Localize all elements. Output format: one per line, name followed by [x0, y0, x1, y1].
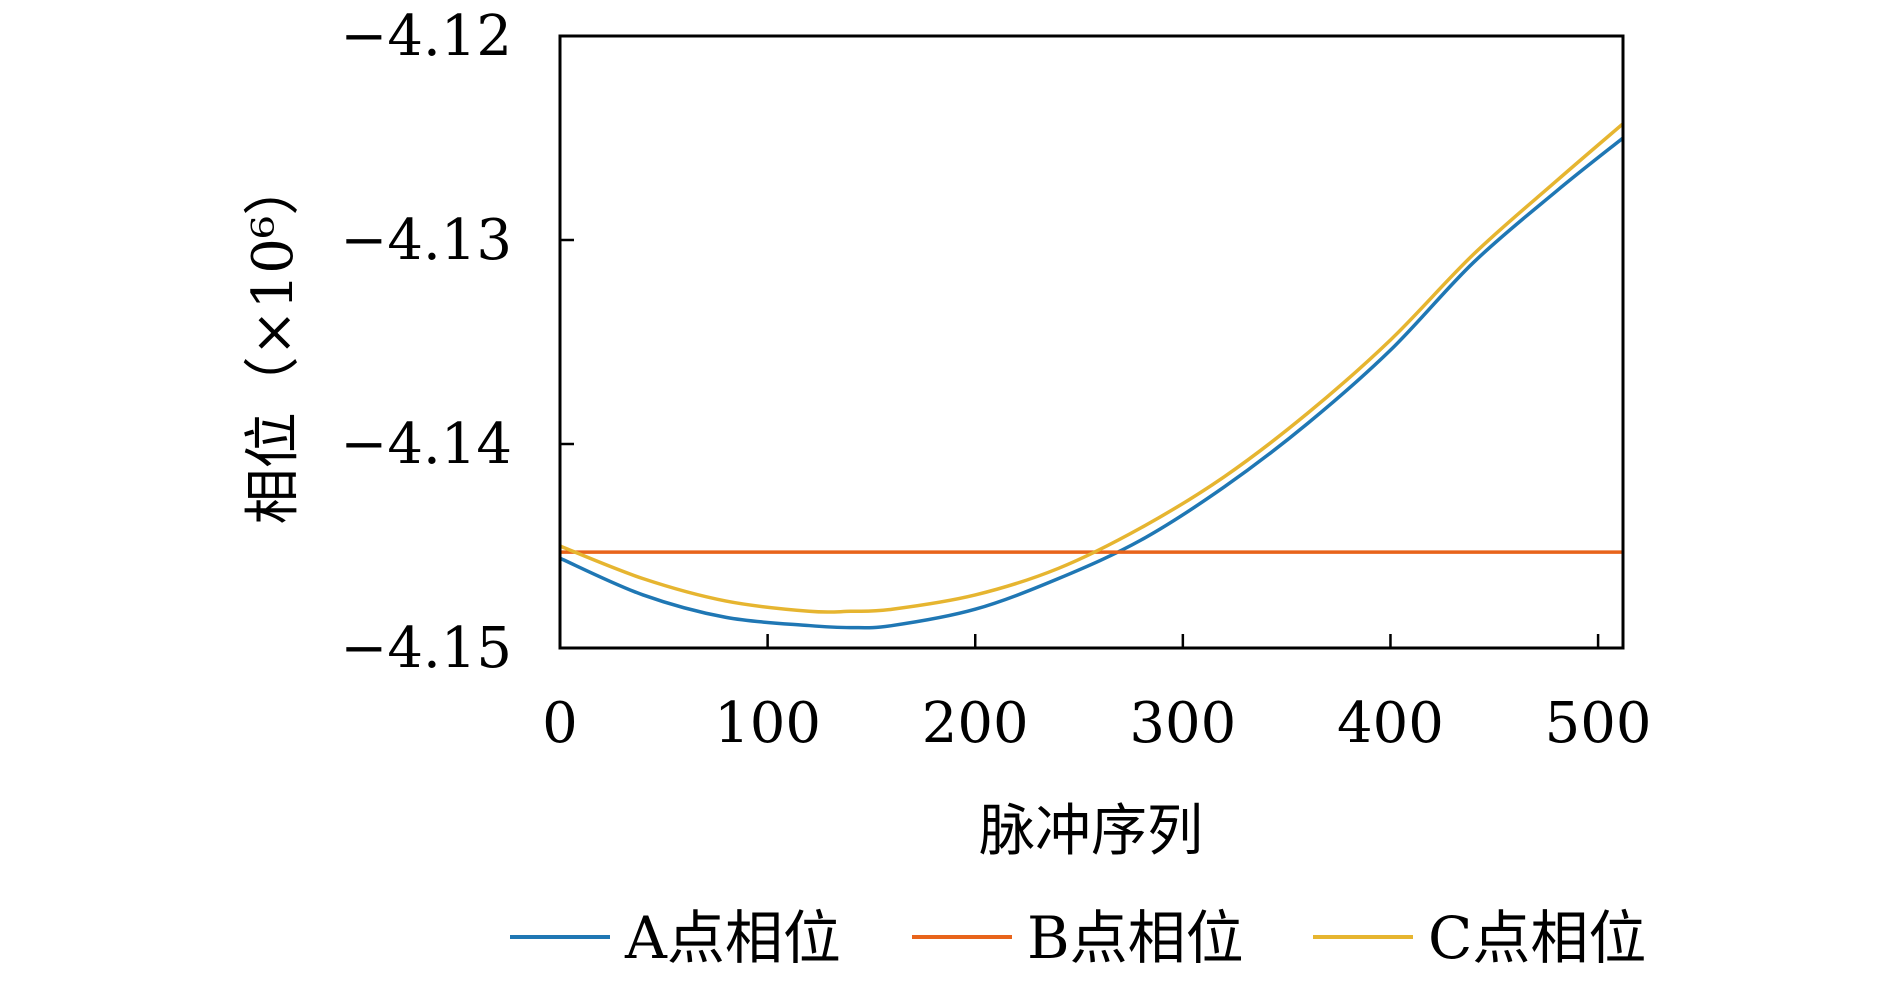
legend-label-1: B点相位: [1027, 904, 1244, 972]
y-tick-label: −4.12: [340, 4, 512, 69]
legend: A点相位 B点相位 C点相位: [510, 904, 1646, 972]
x-tick-label: 0: [542, 691, 578, 756]
y-tick-label: −4.13: [340, 208, 512, 273]
x-axis-title: 脉冲序列: [979, 799, 1203, 864]
x-tick-label: 200: [922, 691, 1029, 756]
y-tick-label: −4.15: [340, 616, 512, 681]
y-axis-title: 相位（×10⁶）: [241, 160, 306, 525]
legend-label-2: C点相位: [1428, 904, 1646, 972]
x-tick-label: 300: [1129, 691, 1236, 756]
x-axis-ticks: 0 100 200 300 400 500: [542, 634, 1652, 756]
series-lines: [559, 122, 1625, 630]
series-line-2: [559, 122, 1625, 614]
x-tick-label: 500: [1545, 691, 1652, 756]
x-tick-label: 100: [714, 691, 821, 756]
legend-label-0: A点相位: [624, 904, 841, 972]
x-tick-label: 400: [1337, 691, 1444, 756]
y-axis-ticks: −4.12 −4.13 −4.14 −4.15: [340, 4, 574, 681]
plot-frame: [558, 34, 1625, 650]
y-tick-label: −4.14: [340, 412, 512, 477]
series-line-0: [559, 136, 1625, 630]
